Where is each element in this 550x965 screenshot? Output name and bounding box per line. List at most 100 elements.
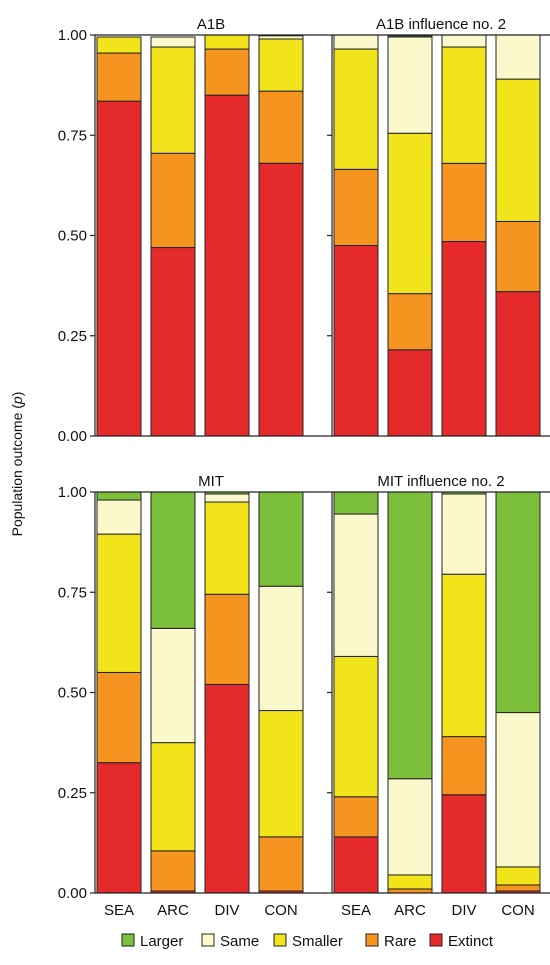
bar-segment-rare-arc [150, 850, 196, 892]
bar-segment-same-arc [150, 627, 196, 744]
bar-segment-extinct-arc [150, 247, 196, 437]
x-tick-label: ARC [157, 902, 189, 919]
legend-label: Rare [384, 933, 417, 950]
bar-segment-rare-con [495, 884, 541, 892]
x-tick-label: ARC [394, 902, 426, 919]
bar-segment-smaller-con [258, 38, 304, 92]
bar-segment-larger-arc [150, 491, 196, 629]
bar-segment-same-sea [96, 499, 142, 535]
y-tick-label: 1.00 [58, 27, 87, 44]
x-tick-label: DIV [451, 902, 476, 919]
bar-segment-smaller-div [204, 501, 250, 595]
bar-segment-extinct-con [258, 162, 304, 437]
panel-2: A1B influence no. 2 [327, 16, 550, 437]
bar-segment-smaller-sea [333, 655, 379, 798]
legend-label: Smaller [292, 933, 343, 950]
legend-item-extinct: Extinct [429, 933, 494, 950]
y-tick-label: 0.50 [58, 685, 87, 702]
bar-segment-extinct-con [495, 291, 541, 437]
bar-segment-same-sea [333, 513, 379, 657]
legend-item-larger: Larger [121, 933, 183, 950]
bar-segment-smaller-arc [150, 46, 196, 154]
bar-segment-same-div [441, 34, 487, 48]
bar-segment-rare-div [204, 48, 250, 96]
bar-segment-rare-con [258, 90, 304, 164]
legend-swatch [273, 933, 287, 947]
bar-segment-smaller-sea [333, 48, 379, 170]
x-tick-label: CON [264, 902, 297, 919]
bar-segment-rare-sea [333, 796, 379, 838]
chart-panels: A1B 0.00 0.25 0.50 0.75 1.00 A1B influence no.… [58, 16, 550, 919]
bar-segment-extinct-sea [96, 100, 142, 437]
bar-segment-smaller-sea [96, 36, 142, 54]
bar-segment-rare-arc [387, 888, 433, 894]
bar-segment-extinct-sea [333, 836, 379, 894]
bar-segment-extinct-div [204, 683, 250, 894]
bar-segment-rare-con [495, 220, 541, 293]
bar-segment-same-con [495, 712, 541, 868]
bar-segment-same-con [495, 34, 541, 80]
bar-segment-rare-div [441, 736, 487, 796]
bar-segment-rare-con [258, 836, 304, 892]
x-tick-label: SEA [341, 902, 371, 919]
bar-segment-rare-div [204, 593, 250, 685]
y-tick-label: 0.25 [58, 328, 87, 345]
y-tick-label: 0.50 [58, 228, 87, 245]
bar-segment-rare-div [441, 162, 487, 243]
bar-segment-smaller-div [204, 34, 250, 50]
bar-segment-extinct-sea [96, 762, 142, 894]
bar-segment-same-con [258, 585, 304, 712]
bar-segment-smaller-con [495, 866, 541, 886]
y-tick-label: 1.00 [58, 484, 87, 501]
legend-swatch [201, 933, 215, 947]
y-tick-label: 0.25 [58, 785, 87, 802]
legend-item-same: Same [201, 933, 259, 950]
panel-title: MIT influence no. 2 [377, 473, 504, 490]
bar-segment-same-div [441, 493, 487, 575]
bar-segment-extinct-sea [333, 245, 379, 437]
bar-segment-same-arc [150, 36, 196, 48]
bar-segment-smaller-arc [387, 874, 433, 890]
bar-segment-larger-arc [387, 35, 433, 38]
bar-segment-extinct-div [441, 241, 487, 437]
bar-segment-smaller-div [441, 46, 487, 164]
bar-segment-same-sea [333, 34, 379, 50]
y-tick-label: 0.75 [58, 127, 87, 144]
legend-label: Same [220, 933, 259, 950]
panel-1: A1B 0.00 0.25 0.50 0.75 1.00 [58, 16, 327, 445]
legend-swatch [429, 933, 443, 947]
panel-4: MIT influence no. 2 SEA ARC DIV CON [327, 473, 550, 919]
bar-segment-same-arc [387, 778, 433, 876]
y-tick-label: 0.00 [58, 885, 87, 902]
bar-segment-extinct-div [204, 94, 250, 437]
bar-segment-smaller-div [441, 573, 487, 738]
panel-title: A1B influence no. 2 [376, 16, 506, 33]
bar-segment-rare-arc [150, 152, 196, 249]
legend-item-smaller: Smaller [273, 933, 343, 950]
bar-segment-rare-arc [387, 293, 433, 351]
bar-segment-same-con [258, 35, 304, 40]
legend-label: Extinct [448, 933, 494, 950]
panel-title: MIT [198, 473, 224, 490]
bar-segment-larger-sea [96, 491, 142, 501]
bar-segment-extinct-div [441, 794, 487, 894]
bar-segment-larger-con [258, 491, 304, 587]
bar-segment-smaller-arc [150, 742, 196, 852]
x-tick-label: DIV [214, 902, 239, 919]
bar-segment-larger-con [495, 491, 541, 714]
legend-item-rare: Rare [365, 933, 417, 950]
bar-segment-larger-sea [333, 491, 379, 515]
bar-segment-same-arc [387, 36, 433, 134]
bar-segment-smaller-arc [387, 132, 433, 295]
bar-segment-larger-arc [387, 491, 433, 780]
bar-segment-rare-sea [96, 52, 142, 102]
y-axis-title: Population outcome (p) [9, 392, 25, 537]
legend-label: Larger [140, 933, 183, 950]
panel-3: MIT 0.00 0.25 0.50 0.75 1.00 SEA ARC DIV CON [58, 473, 327, 919]
legend: Larger Same Smaller Rare Extinct [121, 933, 494, 950]
y-axis-label: Population outcome (p) [9, 392, 25, 537]
legend-swatch [365, 933, 379, 947]
bar-segment-rare-sea [333, 168, 379, 247]
bar-segment-extinct-arc [387, 349, 433, 437]
